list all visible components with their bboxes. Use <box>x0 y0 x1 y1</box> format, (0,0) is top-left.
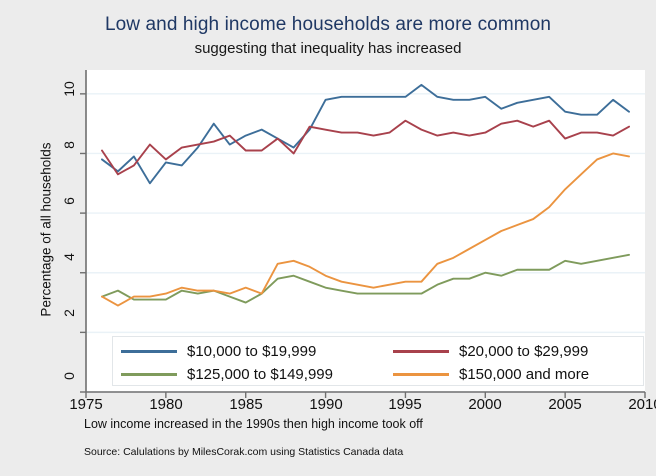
legend-label: $10,000 to $19,999 <box>187 343 317 360</box>
legend-label: $125,000 to $149,999 <box>187 366 333 383</box>
legend-item-1[interactable]: $20,000 to $29,999 <box>393 343 588 360</box>
legend-item-2[interactable]: $125,000 to $149,999 <box>121 366 333 383</box>
legend-swatch-icon <box>393 350 449 353</box>
chart-legend: $10,000 to $19,999 $20,000 to $29,999 $1… <box>112 336 644 386</box>
legend-swatch-icon <box>393 373 449 376</box>
x-axis-tick-label: 1985 <box>229 396 263 413</box>
legend-item-0[interactable]: $10,000 to $19,999 <box>121 343 316 360</box>
chart-source: Source: Calulations by MilesCorak.com us… <box>84 446 404 458</box>
x-axis-tick-label: 1975 <box>69 396 103 413</box>
x-axis-tick-label: 1990 <box>309 396 343 413</box>
legend-swatch-icon <box>121 350 177 353</box>
legend-label: $150,000 and more <box>459 366 590 383</box>
legend-item-3[interactable]: $150,000 and more <box>393 366 589 383</box>
legend-swatch-icon <box>121 373 177 376</box>
chart-caption: Low income increased in the 1990s then h… <box>84 417 423 431</box>
legend-label: $20,000 to $29,999 <box>459 343 589 360</box>
x-axis-tick-label: 2010 <box>628 396 656 413</box>
x-axis-tick-label: 1980 <box>149 396 183 413</box>
chart-subtitle: suggesting that inequality has increased <box>194 40 462 57</box>
x-axis-tick-label: 1995 <box>388 396 422 413</box>
x-axis-tick-label: 2005 <box>548 396 582 413</box>
chart-title: Low and high income households are more … <box>104 14 552 35</box>
x-axis-tick-label: 2000 <box>468 396 502 413</box>
